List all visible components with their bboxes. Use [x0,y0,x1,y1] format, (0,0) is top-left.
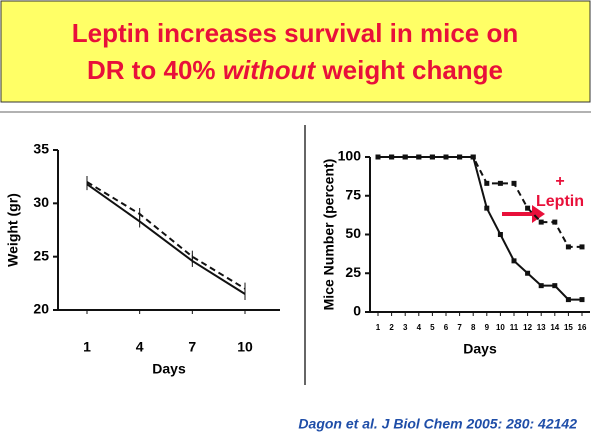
y-tick-label: 50 [345,225,361,241]
marker [552,283,558,289]
marker [565,244,571,250]
y-tick-label: 30 [33,194,49,210]
x-axis-label: Days [152,361,186,377]
marker [538,219,544,225]
x-tick-label: 10 [237,339,253,355]
marker [565,297,571,303]
x-tick-label: 15 [564,323,573,332]
x-tick-label: 8 [471,323,476,332]
title-part: DR to 40% [87,55,223,85]
x-tick-label: 5 [430,323,435,332]
title-part: weight change [315,55,503,85]
marker [416,154,422,160]
y-tick-label: 20 [33,301,49,317]
title-part: without [223,55,317,85]
x-tick-label: 4 [136,339,144,355]
y-axis-label: Mice Number (percent) [321,159,337,311]
marker [497,180,503,186]
series-line [86,183,246,295]
series-line [378,156,582,301]
y-tick-label: 25 [345,264,361,280]
x-tick-label: 3 [403,323,408,332]
title-line: DR to 40% without weight change [87,55,503,85]
x-tick-label: 2 [389,323,394,332]
marker [402,154,408,160]
marker [389,154,395,160]
y-axis-label: Weight (gr) [5,193,21,267]
x-tick-label: 9 [485,323,490,332]
x-tick-label: 10 [496,323,505,332]
marker [457,154,463,160]
marker [552,219,558,225]
series-line [86,181,246,290]
y-tick-label: 100 [338,148,362,164]
x-tick-label: 1 [376,323,381,332]
marker [497,232,503,237]
y-tick-label: 75 [345,186,361,202]
x-tick-label: 7 [457,323,462,332]
marker [579,297,585,303]
marker [484,205,490,211]
annotation: + [555,173,564,190]
marker [429,154,435,160]
x-tick-label: 14 [550,323,559,332]
y-tick-label: 0 [353,303,361,319]
x-tick-label: 6 [444,323,449,332]
title-box [0,0,591,103]
x-tick-label: 16 [578,323,587,332]
y-tick-label: 25 [33,247,49,263]
marker [443,154,449,160]
x-tick-label: 13 [537,323,546,332]
annotation: Leptin [536,193,584,210]
title-line: Leptin increases survival in mice on [72,18,519,48]
x-tick-label: 1 [83,339,91,355]
x-tick-label: 7 [188,339,196,355]
y-tick-label: 35 [33,141,49,157]
marker [525,205,531,211]
marker [470,154,476,160]
marker [525,270,531,276]
marker [538,283,544,289]
x-tick-label: 11 [510,323,519,332]
marker [375,154,381,160]
marker [511,180,517,186]
x-tick-label: 12 [523,323,532,332]
series-line [378,156,582,248]
marker [579,244,585,250]
marker [484,180,490,186]
x-tick-label: 4 [417,323,422,332]
citation: Dagon et al. J Biol Chem 2005: 280: 4214… [298,416,577,432]
marker [511,258,517,264]
x-axis-label: Days [463,341,497,357]
arrow-head [532,205,545,223]
